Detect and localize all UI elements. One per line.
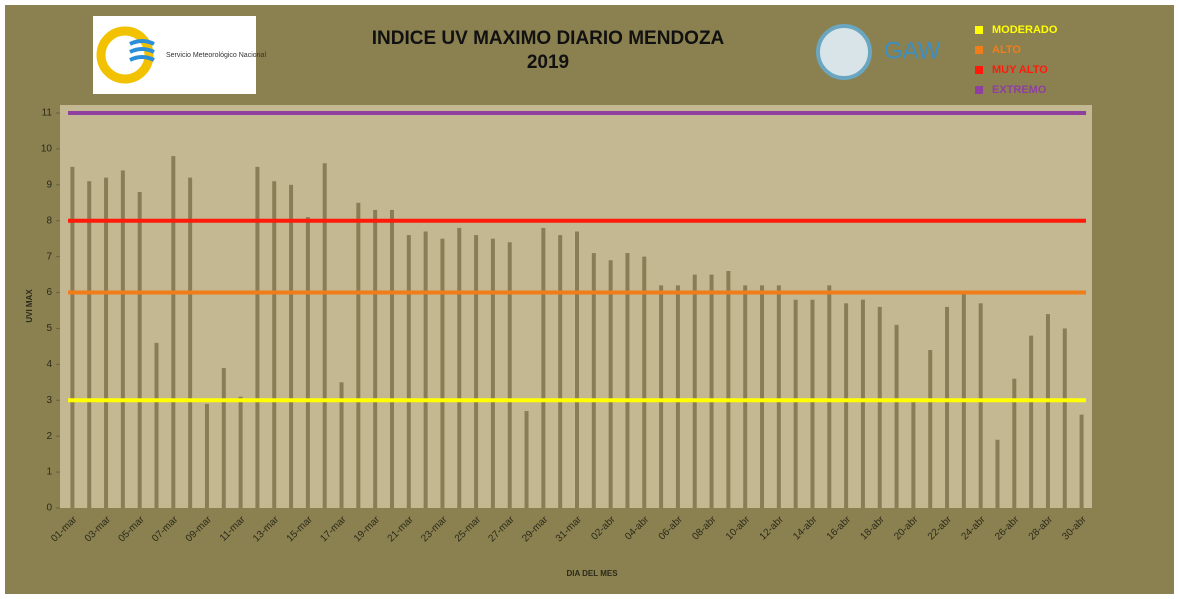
legend-label: ALTO	[992, 44, 1021, 56]
bar	[743, 285, 748, 508]
legend-swatch	[975, 26, 983, 34]
bar	[507, 242, 512, 509]
chart-subtitle: 2019	[527, 52, 569, 73]
bar	[928, 350, 933, 508]
bar	[945, 306, 950, 508]
y-tick-label: 2	[46, 431, 52, 442]
smn-logo-text: Servicio Meteorológico Nacional	[166, 52, 266, 59]
bar	[575, 231, 579, 508]
bar	[423, 231, 428, 508]
bar	[188, 177, 193, 509]
bar	[474, 235, 479, 508]
y-tick-label: 7	[46, 251, 52, 262]
bar	[238, 396, 243, 508]
y-tick-label: 5	[46, 323, 52, 334]
bar	[877, 306, 882, 508]
gaw-logo-globe	[816, 24, 872, 80]
y-tick-label: 0	[46, 503, 52, 514]
bar	[204, 403, 209, 508]
bar	[322, 163, 327, 509]
bar	[709, 274, 714, 508]
bar	[171, 156, 176, 508]
bar	[760, 285, 765, 508]
bar	[1062, 328, 1067, 508]
x-axis-label: DIA DEL MES	[566, 569, 618, 578]
bar	[911, 400, 916, 508]
bar	[541, 227, 546, 508]
y-tick-label: 4	[46, 359, 52, 370]
legend-swatch	[975, 46, 983, 54]
bar	[356, 202, 361, 509]
legend-swatch	[975, 66, 983, 74]
bar	[1079, 414, 1084, 508]
bar	[860, 299, 865, 508]
bar	[659, 285, 664, 508]
bar	[793, 299, 798, 508]
bar	[120, 170, 125, 509]
bar	[104, 177, 109, 509]
bar	[1029, 335, 1034, 508]
bar	[373, 209, 378, 509]
bar	[457, 227, 462, 508]
bar	[70, 166, 75, 508]
bar	[726, 271, 731, 508]
bar	[154, 342, 159, 508]
bar	[810, 299, 815, 508]
bar	[894, 324, 899, 508]
bar	[844, 303, 849, 508]
bar	[625, 253, 630, 508]
smn-logo-waves	[129, 39, 155, 62]
y-tick-label: 6	[46, 287, 52, 298]
bar	[776, 285, 781, 508]
y-tick-label: 3	[46, 395, 52, 406]
smn-logo-ring	[96, 26, 154, 84]
legend-label: MUY ALTO	[992, 64, 1048, 76]
bar	[406, 235, 411, 508]
y-tick-label: 8	[46, 215, 52, 226]
legend-swatch	[975, 86, 983, 94]
bar	[1012, 378, 1017, 508]
bar	[221, 367, 226, 508]
y-tick-label: 11	[42, 108, 53, 119]
bar	[558, 235, 563, 508]
bar	[289, 184, 294, 508]
chart-title: INDICE UV MAXIMO DIARIO MENDOZA	[372, 28, 725, 49]
bar	[827, 285, 832, 508]
bar	[608, 260, 613, 508]
bar	[642, 256, 647, 508]
bar	[389, 209, 394, 509]
y-axis-label: UVI MAX	[25, 289, 34, 323]
bar	[87, 181, 92, 508]
bar	[675, 285, 680, 508]
bar	[255, 166, 260, 508]
bar	[490, 238, 495, 508]
bar	[524, 411, 529, 508]
bar	[305, 217, 310, 509]
bar	[995, 439, 1000, 508]
bar	[440, 238, 445, 508]
y-tick-label: 1	[46, 467, 52, 478]
gaw-logo-text: GAW	[884, 37, 941, 64]
bar	[1045, 314, 1050, 508]
bar	[978, 303, 983, 508]
y-tick-label: 10	[41, 144, 53, 155]
bar	[272, 181, 277, 508]
bar	[137, 192, 142, 508]
legend-label: EXTREMO	[992, 84, 1047, 96]
bar	[692, 274, 697, 508]
y-tick-label: 9	[46, 179, 52, 190]
bar	[339, 382, 344, 508]
legend-label: MODERADO	[992, 24, 1058, 36]
bar	[591, 253, 596, 508]
